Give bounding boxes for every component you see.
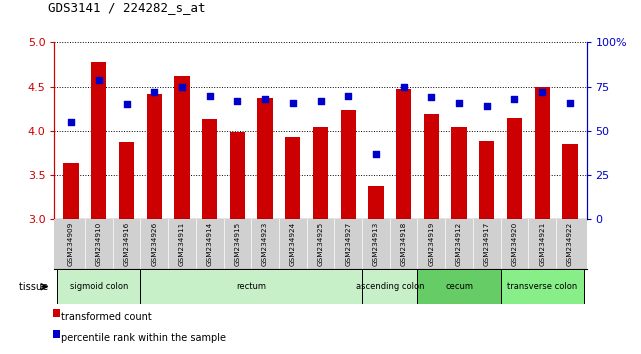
Bar [424, 114, 439, 219]
Bar [147, 94, 162, 219]
Bar [140, 269, 362, 304]
Bar [417, 269, 501, 304]
Bar [258, 98, 272, 219]
Bar [451, 127, 467, 219]
Point [232, 98, 242, 104]
Point [537, 89, 547, 95]
Bar [285, 137, 301, 219]
Point [481, 103, 492, 109]
Bar [313, 127, 328, 219]
Text: cecum: cecum [445, 282, 473, 291]
Point [121, 102, 131, 107]
Point [370, 151, 381, 157]
Bar [229, 132, 245, 219]
Text: GSM234921: GSM234921 [539, 222, 545, 266]
Bar [340, 110, 356, 219]
Bar [174, 76, 190, 219]
Point [426, 95, 437, 100]
Point [260, 96, 271, 102]
Point [149, 89, 160, 95]
Point [510, 96, 520, 102]
Text: GSM234920: GSM234920 [512, 222, 517, 266]
Point [565, 100, 575, 105]
Text: GSM234916: GSM234916 [124, 222, 129, 266]
Bar [91, 62, 106, 219]
Text: GSM234922: GSM234922 [567, 222, 573, 266]
Bar [535, 87, 550, 219]
Point [177, 84, 187, 90]
Point [399, 84, 409, 90]
Text: GSM234924: GSM234924 [290, 222, 296, 266]
Point [66, 119, 76, 125]
Text: GSM234926: GSM234926 [151, 222, 157, 266]
Text: GSM234910: GSM234910 [96, 222, 102, 266]
Bar [202, 119, 217, 219]
Text: GSM234909: GSM234909 [68, 222, 74, 266]
Text: GSM234913: GSM234913 [373, 222, 379, 266]
Text: percentile rank within the sample: percentile rank within the sample [61, 333, 226, 343]
Text: transformed count: transformed count [61, 312, 152, 321]
Text: GSM234927: GSM234927 [345, 222, 351, 266]
Bar [507, 118, 522, 219]
Text: GSM234914: GSM234914 [206, 222, 213, 266]
Text: GSM234911: GSM234911 [179, 222, 185, 266]
Text: GSM234925: GSM234925 [317, 222, 324, 266]
Bar [479, 141, 494, 219]
Text: ascending colon: ascending colon [356, 282, 424, 291]
Point [343, 93, 353, 98]
Text: GSM234919: GSM234919 [428, 222, 435, 266]
Text: GSM234912: GSM234912 [456, 222, 462, 266]
Point [288, 100, 298, 105]
Text: GSM234923: GSM234923 [262, 222, 268, 266]
Text: GSM234915: GSM234915 [235, 222, 240, 266]
Bar [501, 269, 584, 304]
Text: rectum: rectum [237, 282, 266, 291]
Point [315, 98, 326, 104]
Bar [63, 163, 79, 219]
Point [94, 77, 104, 82]
Bar [369, 186, 383, 219]
Text: GDS3141 / 224282_s_at: GDS3141 / 224282_s_at [48, 1, 206, 14]
Point [204, 93, 215, 98]
Bar [362, 269, 417, 304]
Text: GSM234918: GSM234918 [401, 222, 406, 266]
Point [454, 100, 464, 105]
Text: tissue: tissue [19, 282, 51, 292]
Bar [119, 142, 134, 219]
Text: sigmoid colon: sigmoid colon [70, 282, 128, 291]
Bar [57, 269, 140, 304]
Text: GSM234917: GSM234917 [484, 222, 490, 266]
Text: transverse colon: transverse colon [507, 282, 578, 291]
Bar [396, 89, 412, 219]
Bar [562, 144, 578, 219]
